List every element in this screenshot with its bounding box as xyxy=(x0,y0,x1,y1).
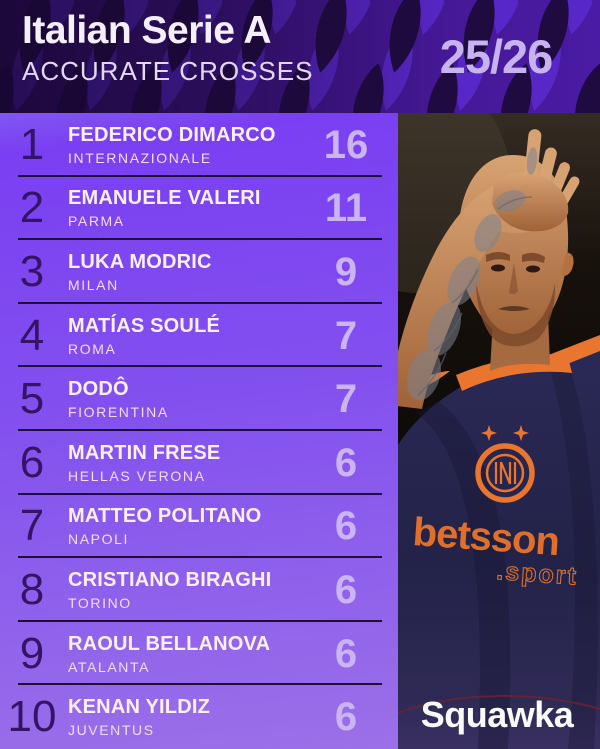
star-icon xyxy=(513,425,529,441)
table-row: 4 MATÍAS SOULÉ ROMA 7 xyxy=(0,304,398,368)
team-name: MILAN xyxy=(68,276,119,293)
inter-crest-icon xyxy=(475,425,535,503)
stat-value: 7 xyxy=(334,377,358,422)
team-name: PARMA xyxy=(68,213,125,230)
player-name: FEDERICO DIMARCO xyxy=(68,123,276,146)
rank-number: 8 xyxy=(19,564,45,614)
rank-number: 10 xyxy=(7,692,57,742)
page-title: Italian Serie A xyxy=(22,9,272,52)
table-row: 7 MATTEO POLITANO NAPOLI 6 xyxy=(0,495,398,559)
stat-value: 9 xyxy=(334,249,358,294)
player-photo: betsson .sport xyxy=(398,113,600,749)
table-row: 8 CRISTIANO BIRAGHI TORINO 6 xyxy=(0,558,398,622)
stat-value: 11 xyxy=(324,186,368,231)
team-name: INTERNAZIONALE xyxy=(68,149,212,166)
rank-number: 7 xyxy=(19,501,45,551)
rank-number: 5 xyxy=(19,374,45,424)
table-row: 10 KENAN YILDIZ JUVENTUS 6 xyxy=(0,685,398,749)
player-name: KENAN YILDIZ xyxy=(68,696,211,719)
player-name: LUKA MODRIC xyxy=(68,250,212,273)
player-name: RAOUL BELLANOVA xyxy=(68,632,271,655)
team-name: HELLAS VERONA xyxy=(68,467,206,484)
player-name: MARTIN FRESE xyxy=(68,441,221,464)
team-name: ROMA xyxy=(68,340,117,357)
player-arm xyxy=(398,129,580,409)
collar xyxy=(456,355,572,391)
stat-value: 6 xyxy=(334,504,358,549)
stat-value: 7 xyxy=(334,313,358,358)
team-name: FIORENTINA xyxy=(68,404,169,421)
rank-number: 3 xyxy=(19,246,45,296)
rank-number: 9 xyxy=(19,628,45,678)
stat-value: 6 xyxy=(334,440,358,485)
star-icon xyxy=(481,425,497,441)
stat-value: 6 xyxy=(334,631,358,676)
rank-number: 6 xyxy=(19,437,45,487)
header: Italian Serie A ACCURATE CROSSES 25/26 xyxy=(0,0,600,113)
season-badge: 25/26 xyxy=(439,30,554,83)
player-name: DODÔ xyxy=(68,378,129,401)
rank-number: 2 xyxy=(19,183,45,233)
player-name: MATÍAS SOULÉ xyxy=(68,314,221,337)
table-row: 1 FEDERICO DIMARCO INTERNAZIONALE 16 xyxy=(0,113,398,177)
header-pattern xyxy=(0,0,600,113)
table-row: 6 MARTIN FRESE HELLAS VERONA 6 xyxy=(0,431,398,495)
squawka-logo: Squawka xyxy=(421,694,575,735)
page-subtitle: ACCURATE CROSSES xyxy=(22,55,314,86)
table-row: 9 RAOUL BELLANOVA ATALANTA 6 xyxy=(0,622,398,686)
table-row: 3 LUKA MODRIC MILAN 9 xyxy=(0,240,398,304)
sponsor-text: betsson xyxy=(411,510,560,564)
team-name: TORINO xyxy=(68,594,132,611)
stat-value: 16 xyxy=(323,122,369,167)
rank-number: 4 xyxy=(19,310,45,360)
player-photo-illustration: betsson .sport xyxy=(398,113,600,749)
player-name: CRISTIANO BIRAGHI xyxy=(68,568,272,591)
rank-number: 1 xyxy=(19,119,45,169)
ranking-list: 1 FEDERICO DIMARCO INTERNAZIONALE 16 2 E… xyxy=(0,113,398,749)
jersey: betsson .sport xyxy=(398,335,600,749)
table-row: 5 DODÔ FIORENTINA 7 xyxy=(0,367,398,431)
team-name: JUVENTUS xyxy=(68,722,155,739)
table-row: 2 EMANUELE VALERI PARMA 11 xyxy=(0,177,398,241)
player-name: MATTEO POLITANO xyxy=(68,505,262,528)
sponsor-sub-text: .sport xyxy=(496,557,579,591)
team-name: NAPOLI xyxy=(68,531,129,548)
player-name: EMANUELE VALERI xyxy=(68,187,261,210)
stat-value: 6 xyxy=(334,695,358,740)
stat-value: 6 xyxy=(334,567,358,612)
team-name: ATALANTA xyxy=(68,658,151,675)
